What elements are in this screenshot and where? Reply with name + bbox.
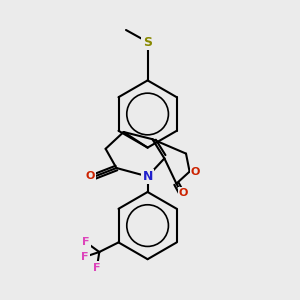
Text: O: O [191,167,200,177]
Text: S: S [143,35,152,49]
Text: O: O [85,171,95,182]
Text: F: F [82,237,90,248]
Text: N: N [142,170,153,183]
Text: F: F [93,262,101,273]
Text: F: F [81,252,89,262]
Text: O: O [179,188,188,198]
